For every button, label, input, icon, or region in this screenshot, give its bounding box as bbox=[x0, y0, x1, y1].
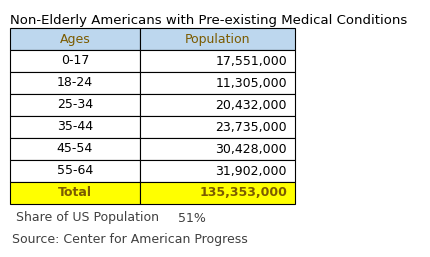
Text: 11,305,000: 11,305,000 bbox=[215, 77, 286, 89]
Text: Ages: Ages bbox=[59, 32, 90, 45]
Text: Non-Elderly Americans with Pre-existing Medical Conditions: Non-Elderly Americans with Pre-existing … bbox=[10, 14, 406, 27]
Bar bbox=[140, 72, 294, 94]
Text: 55-64: 55-64 bbox=[57, 164, 93, 178]
Bar bbox=[140, 28, 294, 50]
Text: Source: Center for American Progress: Source: Center for American Progress bbox=[12, 234, 247, 246]
Text: 18-24: 18-24 bbox=[57, 77, 93, 89]
Text: 25-34: 25-34 bbox=[57, 98, 93, 112]
Text: 31,902,000: 31,902,000 bbox=[215, 164, 286, 178]
Bar bbox=[10, 50, 140, 72]
Bar bbox=[140, 94, 294, 116]
Text: Population: Population bbox=[184, 32, 250, 45]
Text: 30,428,000: 30,428,000 bbox=[215, 142, 286, 155]
Bar bbox=[140, 138, 294, 160]
Bar bbox=[10, 138, 140, 160]
Text: 45-54: 45-54 bbox=[57, 142, 93, 155]
Text: 20,432,000: 20,432,000 bbox=[215, 98, 286, 112]
Bar bbox=[10, 72, 140, 94]
Bar bbox=[140, 182, 294, 204]
Bar bbox=[140, 116, 294, 138]
Bar bbox=[140, 50, 294, 72]
Text: 17,551,000: 17,551,000 bbox=[215, 54, 286, 68]
Text: 135,353,000: 135,353,000 bbox=[199, 187, 286, 199]
Bar bbox=[140, 160, 294, 182]
Text: Total: Total bbox=[58, 187, 92, 199]
Bar bbox=[10, 94, 140, 116]
Bar bbox=[10, 182, 140, 204]
Text: Share of US Population: Share of US Population bbox=[16, 212, 159, 225]
Text: 0-17: 0-17 bbox=[61, 54, 89, 68]
Text: 23,735,000: 23,735,000 bbox=[215, 121, 286, 133]
Bar bbox=[10, 28, 140, 50]
Bar bbox=[10, 116, 140, 138]
Bar bbox=[10, 160, 140, 182]
Text: 51%: 51% bbox=[178, 212, 206, 225]
Text: 35-44: 35-44 bbox=[57, 121, 93, 133]
